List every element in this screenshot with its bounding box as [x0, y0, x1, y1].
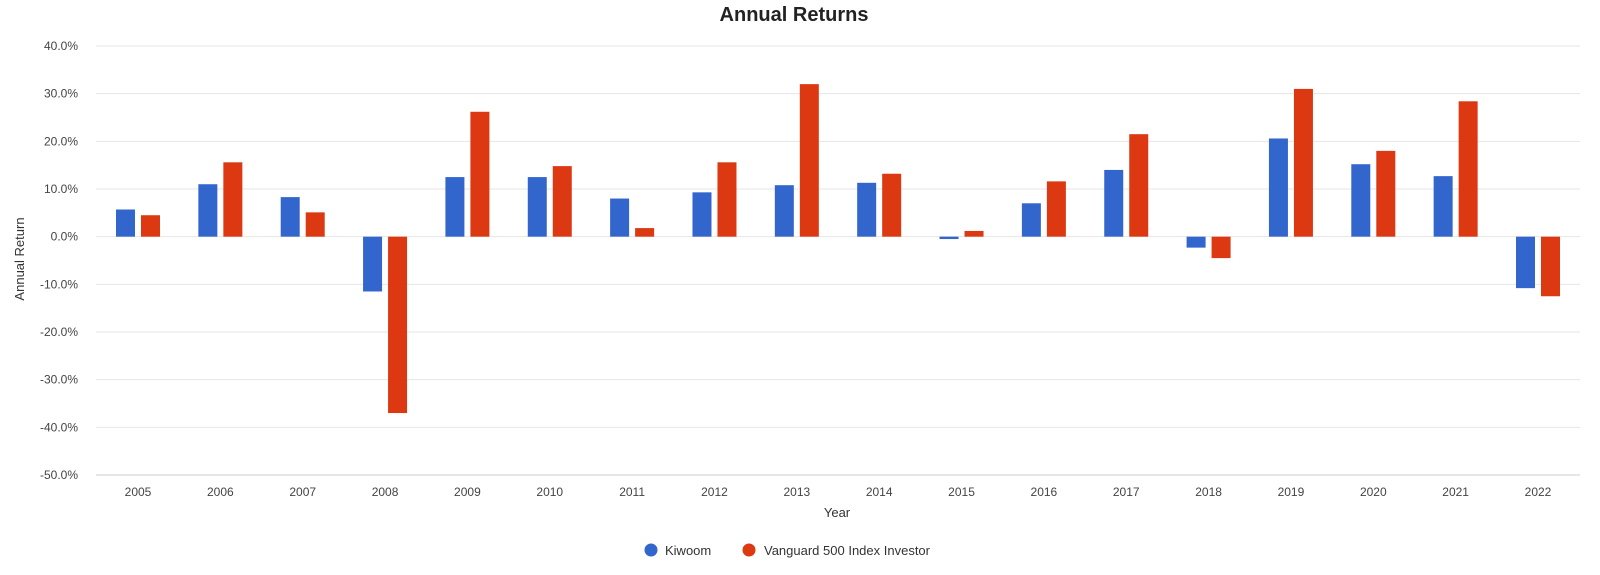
bar-vanguard-2005 — [141, 215, 160, 237]
bars — [116, 84, 1560, 414]
bar-vanguard-2018 — [1211, 236, 1231, 259]
x-tick-label: 2009 — [454, 485, 481, 499]
x-tick-label: 2017 — [1113, 485, 1140, 499]
bar-vanguard-2015 — [964, 230, 984, 237]
bar-kiwoom-2014 — [857, 182, 877, 237]
bar-vanguard-2021 — [1458, 101, 1478, 237]
x-tick-label: 2013 — [783, 485, 810, 499]
bar-vanguard-2013 — [799, 84, 819, 237]
x-tick-label: 2018 — [1195, 485, 1222, 499]
y-axis-title: Annual Return — [12, 217, 27, 300]
x-tick-label: 2022 — [1525, 485, 1552, 499]
bar-vanguard-2014 — [882, 173, 902, 237]
y-tick-label: -50.0% — [40, 468, 78, 482]
bar-vanguard-2017 — [1129, 134, 1149, 237]
x-tick-label: 2012 — [701, 485, 728, 499]
bar-kiwoom-2006 — [198, 184, 218, 237]
y-tick-label: 40.0% — [44, 39, 78, 53]
bar-vanguard-2012 — [717, 162, 737, 237]
x-tick-label: 2020 — [1360, 485, 1387, 499]
chart-title: Annual Returns — [720, 4, 869, 26]
bar-kiwoom-2012 — [692, 192, 712, 237]
bar-vanguard-2011 — [635, 228, 655, 237]
y-tick-label: 0.0% — [51, 230, 79, 244]
x-tick-label: 2005 — [125, 485, 152, 499]
bar-kiwoom-2020 — [1351, 164, 1371, 237]
y-tick-label: -40.0% — [40, 420, 78, 434]
bar-vanguard-2020 — [1376, 150, 1396, 237]
x-tick-label: 2006 — [207, 485, 234, 499]
legend: Kiwoom Vanguard 500 Index Investor — [644, 543, 931, 558]
y-tick-label: 30.0% — [44, 87, 78, 101]
y-tick-label: -10.0% — [40, 277, 78, 291]
bar-kiwoom-2011 — [610, 198, 630, 237]
legend-marker-kiwoom — [644, 543, 658, 557]
bar-kiwoom-2005 — [116, 209, 135, 237]
gridlines — [96, 45, 1580, 476]
bar-vanguard-2009 — [470, 111, 490, 237]
y-tick-label: 10.0% — [44, 182, 78, 196]
bar-kiwoom-2019 — [1268, 138, 1288, 237]
bar-vanguard-2010 — [552, 166, 572, 237]
bar-kiwoom-2008 — [363, 236, 383, 292]
y-tick-label: -30.0% — [40, 373, 78, 387]
bar-kiwoom-2022 — [1516, 236, 1535, 289]
x-tick-label: 2016 — [1031, 485, 1058, 499]
bar-kiwoom-2016 — [1021, 203, 1041, 237]
bar-kiwoom-2018 — [1186, 236, 1206, 248]
y-tick-label: -20.0% — [40, 325, 78, 339]
bar-kiwoom-2017 — [1104, 169, 1124, 237]
x-tick-label: 2014 — [866, 485, 893, 499]
bar-vanguard-2006 — [223, 162, 243, 237]
bar-kiwoom-2021 — [1433, 176, 1453, 237]
x-tick-label: 2019 — [1278, 485, 1305, 499]
bar-vanguard-2008 — [388, 236, 408, 414]
x-axis-tick-labels: 2005 2006 2007 2008 2009 2010 2011 2012 2013 2014… — [125, 485, 1552, 499]
legend-label-kiwoom: Kiwoom — [665, 543, 711, 558]
bar-kiwoom-2015 — [939, 236, 959, 240]
bar-vanguard-2016 — [1046, 181, 1066, 237]
bar-kiwoom-2010 — [527, 177, 547, 237]
bar-kiwoom-2009 — [445, 177, 465, 237]
x-tick-label: 2015 — [948, 485, 975, 499]
x-tick-label: 2011 — [619, 485, 645, 499]
legend-label-vanguard: Vanguard 500 Index Investor — [764, 543, 931, 558]
legend-marker-vanguard — [742, 543, 756, 557]
x-tick-label: 2010 — [536, 485, 563, 499]
y-axis-tick-labels: 40.0% 30.0% 20.0% 10.0% 0.0% -10.0% -20.0% -30.… — [40, 39, 78, 482]
x-tick-label: 2021 — [1442, 485, 1469, 499]
y-tick-label: 20.0% — [44, 134, 78, 148]
bar-vanguard-2022 — [1541, 236, 1560, 297]
bar-vanguard-2019 — [1293, 88, 1313, 237]
x-axis-title: Year — [824, 505, 851, 520]
bar-kiwoom-2007 — [280, 197, 300, 237]
bar-vanguard-2007 — [305, 212, 325, 237]
bar-kiwoom-2013 — [774, 185, 794, 237]
x-tick-label: 2007 — [289, 485, 316, 499]
x-tick-label: 2008 — [372, 485, 399, 499]
